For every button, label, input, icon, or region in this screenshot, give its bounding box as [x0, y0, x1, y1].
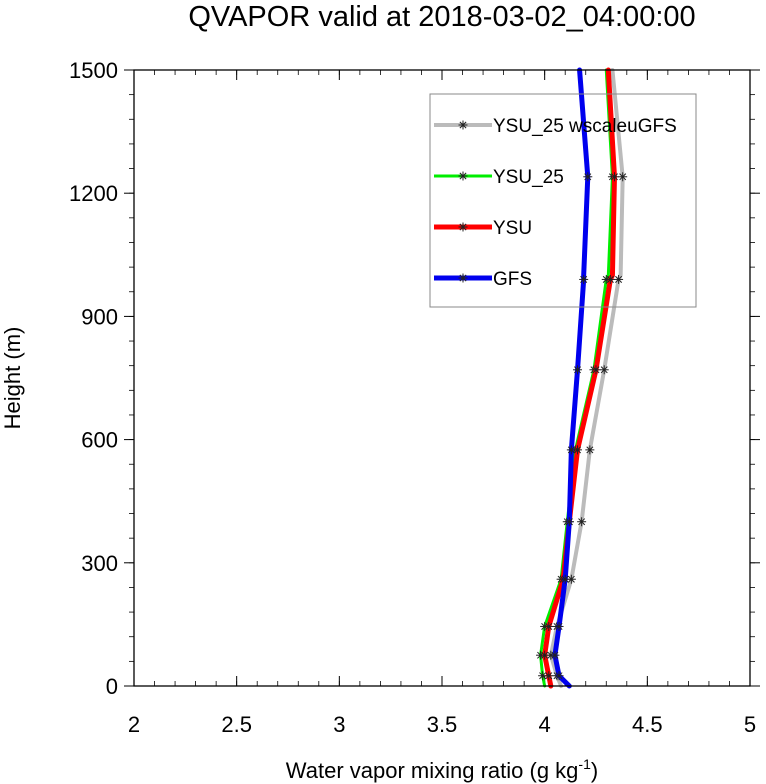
series-line — [552, 67, 591, 689]
y-axis-label: Height (m) — [0, 327, 25, 430]
legend-label: YSU_25 wscaleuGFS — [493, 116, 677, 137]
series-marker — [578, 518, 586, 526]
series-marker — [459, 172, 467, 180]
y-tick-label: 1200 — [69, 181, 118, 206]
x-tick-label: 3.5 — [427, 712, 458, 737]
x-tick-label: 3 — [333, 712, 345, 737]
series-marker — [459, 223, 467, 231]
series-marker — [619, 173, 627, 181]
series-gfs — [550, 67, 593, 689]
series-marker — [615, 275, 623, 283]
y-tick-label: 900 — [81, 304, 118, 329]
legend-label: GFS — [493, 269, 532, 290]
legend-label: YSU_25 — [493, 167, 564, 188]
series-marker — [610, 173, 618, 181]
series-marker — [586, 446, 594, 454]
x-tick-label: 2 — [128, 712, 140, 737]
series-marker — [545, 622, 553, 630]
legend-label: YSU — [493, 218, 532, 239]
legend-box — [429, 93, 697, 308]
x-axis-label-main: Water vapor mixing ratio (g kg — [286, 758, 579, 783]
series-marker — [561, 575, 569, 583]
series-marker — [584, 173, 592, 181]
series-marker — [545, 672, 553, 680]
series-marker — [555, 622, 563, 630]
x-tick-label: 2.5 — [221, 712, 252, 737]
series-marker — [574, 366, 582, 374]
series-marker — [580, 275, 588, 283]
x-axis-label-exponent: -1 — [578, 756, 591, 772]
series-line — [548, 68, 625, 688]
legend: YSU_25 wscaleuGFS YSU_25 YSU GFS — [429, 93, 697, 308]
y-tick-label: 300 — [81, 551, 118, 576]
series-marker — [565, 518, 573, 526]
series-marker — [606, 275, 614, 283]
x-axis-label-close: ) — [591, 758, 598, 783]
series-marker — [567, 446, 575, 454]
series-marker — [600, 366, 608, 374]
y-tick-label: 0 — [106, 674, 118, 699]
series-marker — [459, 274, 467, 282]
x-tick-label: 5 — [744, 712, 756, 737]
series-marker — [541, 651, 549, 659]
y-tick-label: 600 — [81, 428, 118, 453]
y-tick-label: 1500 — [69, 58, 118, 83]
series-marker — [551, 651, 559, 659]
series-marker — [459, 121, 467, 129]
series-marker — [567, 575, 575, 583]
series-line — [542, 67, 617, 689]
series-marker — [592, 366, 600, 374]
series-marker — [539, 672, 547, 680]
series-marker — [555, 672, 563, 680]
chart-title: QVAPOR valid at 2018-03-02_04:00:00 — [188, 1, 695, 33]
plot-frame — [133, 69, 751, 687]
x-axis-label: Water vapor mixing ratio (g kg-1) — [286, 756, 598, 783]
x-tick-label: 4 — [539, 712, 551, 737]
series-marker — [574, 446, 582, 454]
series-ysu — [540, 67, 619, 689]
x-tick-label: 4.5 — [632, 712, 663, 737]
